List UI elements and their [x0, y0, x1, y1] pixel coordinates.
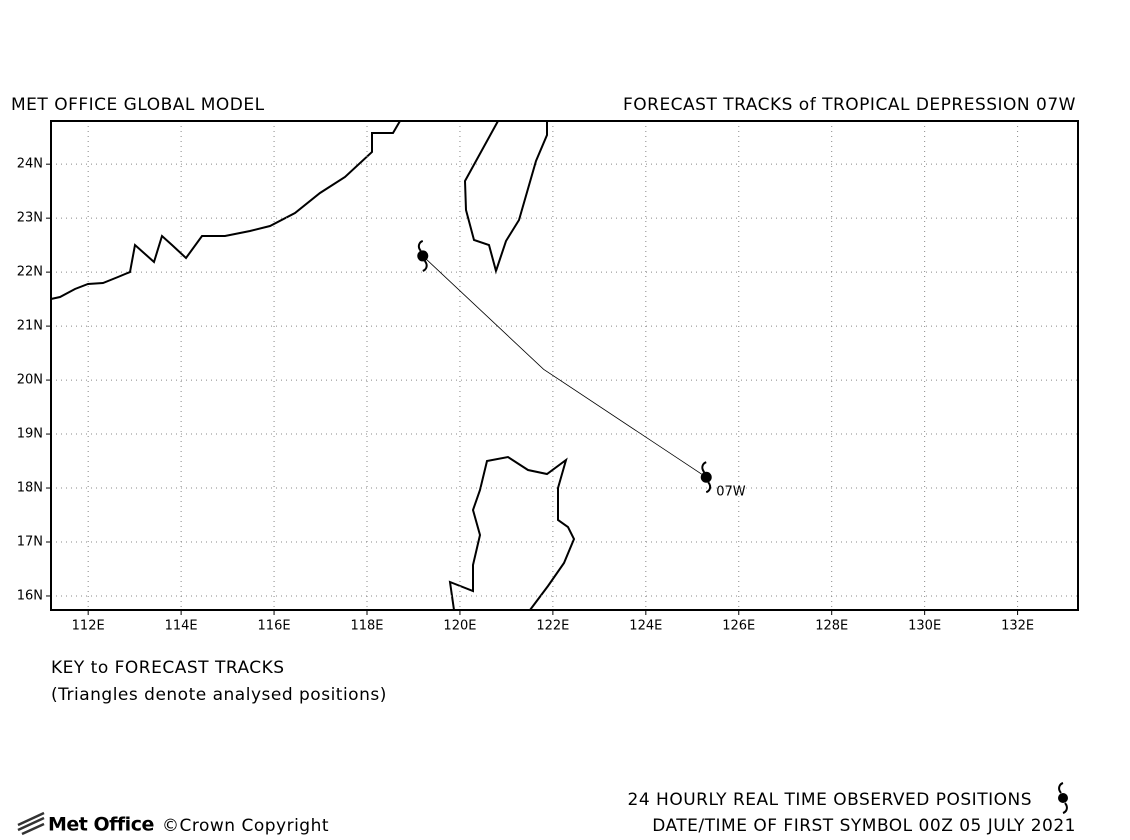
y-tick-label: 18N: [17, 481, 43, 496]
track-label: 07W: [716, 485, 746, 500]
storm-symbol: [417, 239, 429, 272]
storm-symbol: [700, 461, 712, 494]
y-tick-label: 19N: [17, 427, 43, 442]
logo-icon: [17, 811, 45, 836]
x-tick-label: 126E: [722, 619, 755, 634]
y-tick-label: 20N: [17, 373, 43, 388]
y-tick-label: 21N: [17, 319, 43, 334]
storm-arm: [417, 239, 424, 252]
datetime: DATE/TIME OF FIRST SYMBOL 00Z 05 JULY 20…: [652, 816, 1076, 836]
x-tick-label: 118E: [350, 619, 383, 634]
forecast-track: [422, 255, 707, 478]
coastline-luzon: [448, 455, 576, 611]
observed-symbol: [1058, 782, 1068, 814]
y-tick-label: 24N: [17, 157, 43, 172]
y-tick-label: 22N: [17, 265, 43, 280]
x-tick-label: 114E: [165, 619, 198, 634]
x-tick-label: 130E: [908, 619, 941, 634]
y-tick-label: 16N: [17, 588, 43, 603]
observed-key: 24 HOURLY REAL TIME OBSERVED POSITIONS: [628, 790, 1032, 810]
logo-text: Met Office: [48, 814, 154, 836]
coastline-china: [50, 120, 401, 300]
y-tick-label: 23N: [17, 211, 43, 226]
x-tick-label: 120E: [443, 619, 476, 634]
x-tick-label: 122E: [536, 619, 569, 634]
storm-arm: [422, 260, 428, 272]
x-tick-label: 128E: [815, 619, 848, 634]
x-tick-label: 116E: [258, 619, 291, 634]
x-tick-label: 124E: [629, 619, 662, 634]
x-tick-label: 132E: [1001, 619, 1034, 634]
key-note: (Triangles denote analysed positions): [51, 685, 387, 705]
storm-core: [700, 471, 712, 483]
storm-core: [417, 250, 429, 262]
key-title: KEY to FORECAST TRACKS: [51, 658, 285, 678]
map-area: [50, 120, 1078, 611]
map-frame: [50, 120, 1079, 611]
y-tick-label: 17N: [17, 534, 43, 549]
coastline-taiwan: [463, 120, 548, 275]
storm-arm: [701, 461, 707, 473]
title: FORECAST TRACKS of TROPICAL DEPRESSION 0…: [623, 95, 1076, 115]
model-name: MET OFFICE GLOBAL MODEL: [11, 95, 265, 115]
copyright: ©Crown Copyright: [162, 816, 329, 836]
storm-arm: [705, 481, 712, 494]
x-tick-label: 112E: [72, 619, 105, 634]
